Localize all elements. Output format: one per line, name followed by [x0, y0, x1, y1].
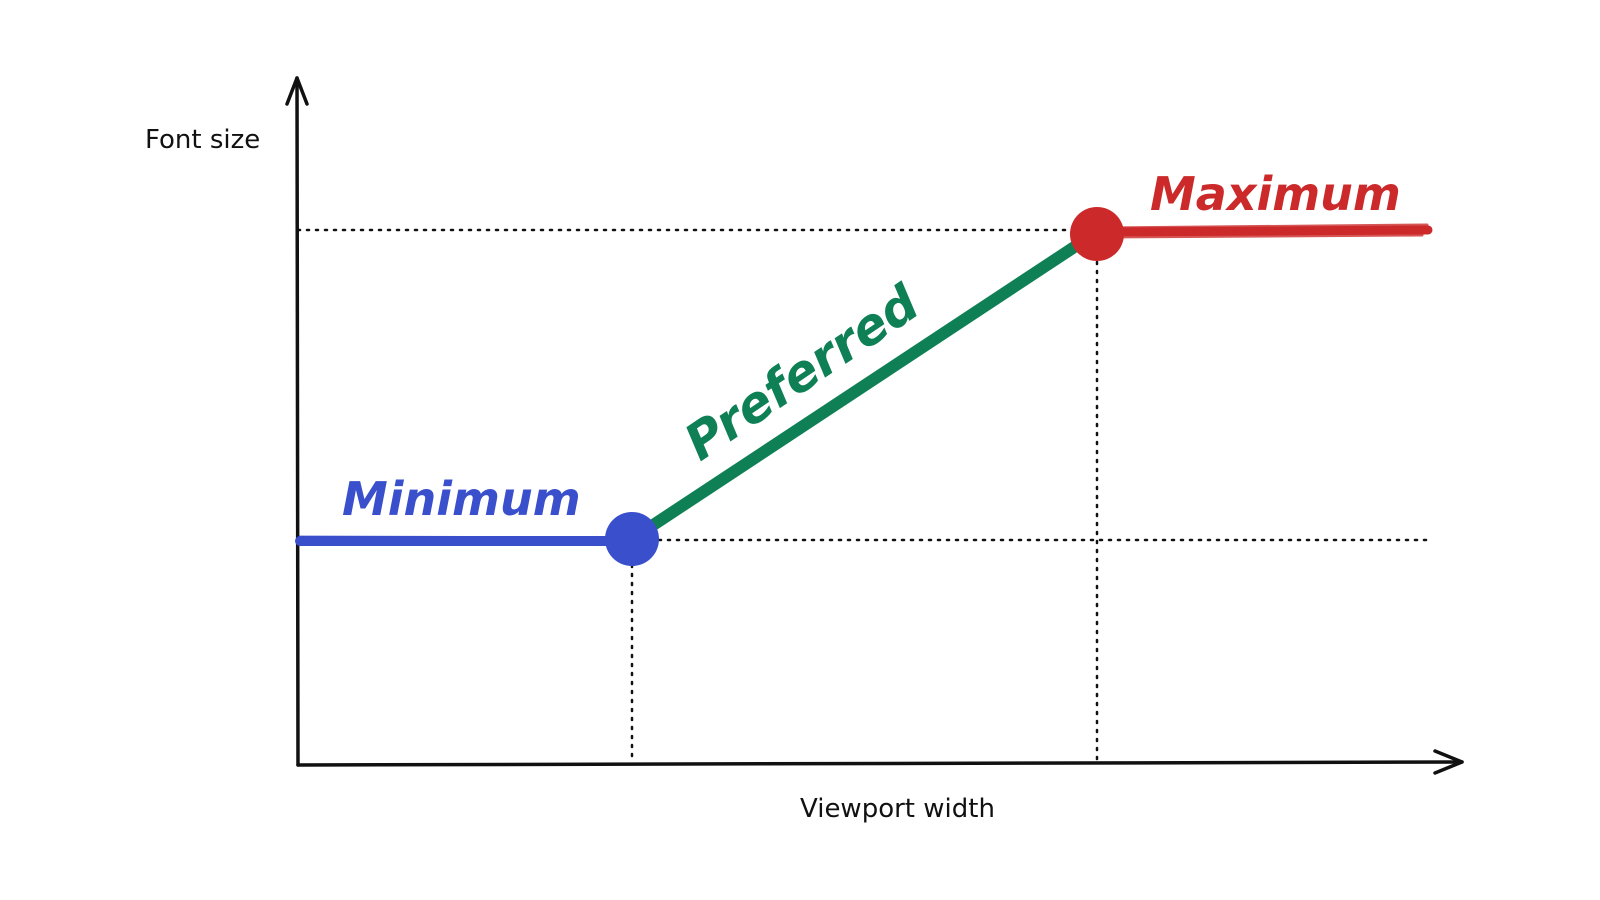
preferred-line — [626, 228, 1100, 545]
preferred-line-sketch — [634, 230, 1092, 534]
maximum-line — [1091, 225, 1433, 237]
y-axis-label: Font size — [145, 125, 260, 155]
x-axis-label: Viewport width — [800, 794, 995, 824]
minimum-label: Minimum — [342, 472, 581, 526]
axes — [285, 76, 1464, 775]
y-axis-arrowhead — [285, 76, 309, 106]
minimum-line-sketch — [298, 535, 632, 540]
x-axis — [296, 760, 1464, 767]
guide-lines — [296, 228, 1434, 764]
maximum-line-sketch-bottom — [1098, 233, 1424, 239]
minimum-breakpoint-dot — [605, 512, 659, 566]
maximum-line-sketch-top — [1098, 223, 1429, 230]
preferred-segment: Preferred — [626, 228, 1100, 545]
x-axis-arrowhead — [1433, 749, 1464, 775]
maximum-segment: Maximum — [1091, 167, 1433, 239]
maximum-breakpoint-dot — [1070, 207, 1124, 261]
maximum-label: Maximum — [1150, 167, 1401, 221]
minimum-segment: Minimum — [295, 472, 637, 546]
y-axis — [295, 76, 300, 767]
